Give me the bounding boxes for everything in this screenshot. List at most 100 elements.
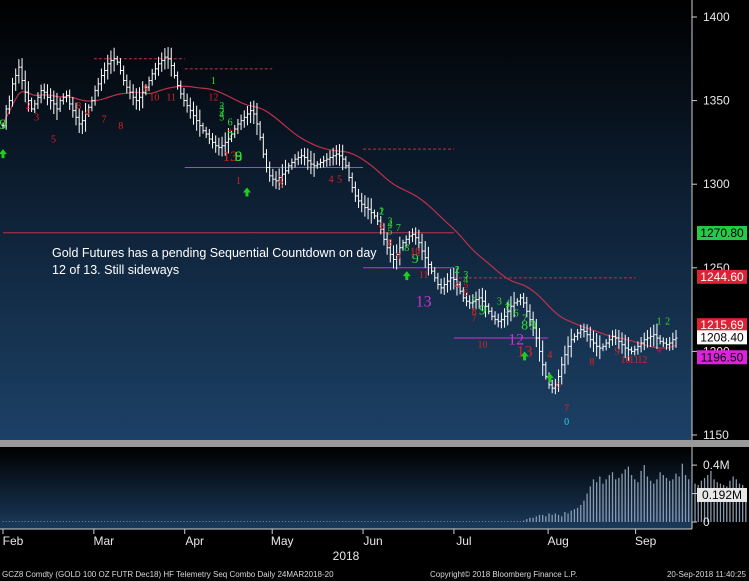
ohlc-bar <box>271 168 275 187</box>
up-arrows <box>0 149 554 383</box>
ohlc-bar <box>550 379 554 394</box>
sequential-count: 8 <box>589 357 594 368</box>
ohlc-bar <box>334 145 338 165</box>
ohlc-bar <box>461 287 465 302</box>
ohlc-bar <box>109 50 113 74</box>
ohlc-bar <box>172 62 176 79</box>
sequential-count: 7 <box>101 114 106 125</box>
panel-separator <box>0 440 749 447</box>
ohlc-bar <box>277 168 281 190</box>
footer-right: 20-Sep-2018 11:40:25 <box>667 570 747 579</box>
sequential-count: 11 <box>166 93 176 104</box>
ohlc-bar <box>249 101 253 124</box>
sequential-count: 8 <box>404 243 409 254</box>
month-label: Feb <box>3 534 24 548</box>
ohlc-bar <box>338 144 341 166</box>
month-label: Sep <box>635 534 657 548</box>
sequential-count: 2 <box>26 101 31 112</box>
ohlc-bar <box>93 85 97 106</box>
ohlc-bar <box>64 90 68 103</box>
sequential-count: 6 <box>514 308 519 319</box>
sequential-count: 7 <box>472 297 477 308</box>
ohlc-bar <box>236 118 240 135</box>
ohlc-bar <box>642 332 646 351</box>
sequential-count: 5 <box>387 226 392 237</box>
ohlc-bar <box>312 153 316 177</box>
sequential-count: 8 <box>118 121 123 132</box>
sequential-count: 1 <box>657 317 662 328</box>
price-label-box <box>697 318 747 333</box>
ohlc-bar <box>595 333 599 357</box>
ohlc-bar <box>157 56 161 76</box>
ohlc-bar <box>255 102 259 136</box>
volume-tick-label: 0 <box>703 515 710 529</box>
ohlc-bar <box>217 137 221 156</box>
ohlc-bar <box>582 323 586 338</box>
ohlc-bar <box>417 229 421 251</box>
sequential-count: 5 <box>337 175 342 186</box>
ohlc-bar <box>58 97 62 112</box>
sequential-count: 6 <box>556 380 561 391</box>
ohlc-bar <box>614 329 618 346</box>
sequential-count: 2 <box>278 175 283 186</box>
ohlc-bar <box>42 83 46 100</box>
sequential-count: 5 <box>51 134 56 145</box>
ohlc-bar <box>512 291 516 318</box>
ohlc-bar <box>509 296 513 322</box>
month-label: Apr <box>185 534 204 548</box>
ohlc-bar <box>391 245 395 269</box>
ohlc-bar <box>26 81 30 112</box>
ohlc-bar <box>188 97 192 119</box>
price-label: 1208.40 <box>697 330 747 345</box>
ohlc-bar <box>452 267 456 290</box>
ohlc-bar <box>499 312 503 329</box>
sequential-count: 9 <box>412 252 419 267</box>
ohlc-bar <box>557 369 561 392</box>
price-label-box <box>697 350 747 365</box>
sequential-count: 3 <box>463 270 468 281</box>
ohlc-bar <box>522 292 526 308</box>
ohlc-bar <box>268 161 272 182</box>
ohlc-bar <box>506 302 510 326</box>
ohlc-bar <box>239 114 243 131</box>
ohlc-bar <box>617 329 621 350</box>
ohlc-bar <box>220 136 224 157</box>
ohlc-bar <box>668 337 672 351</box>
ohlc-bar <box>290 158 294 170</box>
ohlc-bar <box>449 268 453 291</box>
ohlc-bar <box>191 101 195 125</box>
ohlc-bar <box>80 110 84 135</box>
ohlc-bar <box>372 209 376 219</box>
ohlc-bar <box>655 323 659 350</box>
ohlc-bar <box>122 65 126 86</box>
price-label: 1215.69 <box>697 318 747 333</box>
ohlc-bar <box>671 332 675 351</box>
ohlc-bar <box>144 84 148 96</box>
sequential-count: 7 <box>396 223 401 234</box>
sequential-count: 7 <box>472 313 477 324</box>
sequential-count: 4 <box>219 109 224 120</box>
sequential-count: 12 <box>410 248 420 259</box>
ohlc-bar <box>388 239 392 263</box>
sequential-count: 2 <box>379 206 384 217</box>
ohlc-bar <box>33 99 37 113</box>
sequential-count: 5 <box>505 305 510 316</box>
ohlc-bars <box>1 47 678 395</box>
ohlc-bar <box>363 195 367 217</box>
ohlc-bar <box>207 129 211 145</box>
ohlc-bar <box>591 330 595 353</box>
sequential-count: 8 <box>235 149 243 165</box>
ohlc-bar <box>84 102 88 132</box>
sequential-count: 9 <box>144 84 149 95</box>
price-label-text: 1208.40 <box>700 330 744 344</box>
ohlc-bar <box>353 181 357 202</box>
ohlc-bar <box>138 87 142 111</box>
ohlc-bar <box>490 307 494 321</box>
sequential-count: 6 <box>379 221 384 232</box>
ohlc-bar <box>233 125 237 139</box>
sequential-count: 1 <box>455 265 460 276</box>
ohlc-bar <box>395 244 399 270</box>
